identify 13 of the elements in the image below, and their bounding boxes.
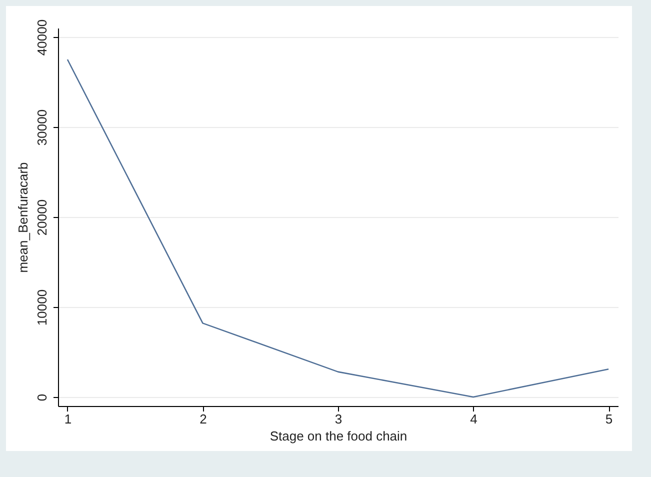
y-axis-title: mean_Benfuracarb	[16, 162, 30, 273]
x-tick-label: 2	[200, 412, 207, 426]
x-tick-label: 3	[334, 412, 342, 426]
y-tick-label: 10000	[34, 289, 50, 326]
y-tick-label: 20000	[34, 199, 50, 236]
y-tick-label: 30000	[34, 109, 50, 146]
x-axis-title: Stage on the food chain	[270, 428, 408, 444]
line-series	[66, 58, 610, 398]
y-tick-label: 40000	[34, 19, 50, 56]
x-tick-label: 5	[605, 412, 613, 426]
x-tick-label: 1	[64, 412, 72, 426]
y-tick-label: 0	[34, 394, 50, 402]
x-tick-label: 4	[470, 412, 478, 426]
